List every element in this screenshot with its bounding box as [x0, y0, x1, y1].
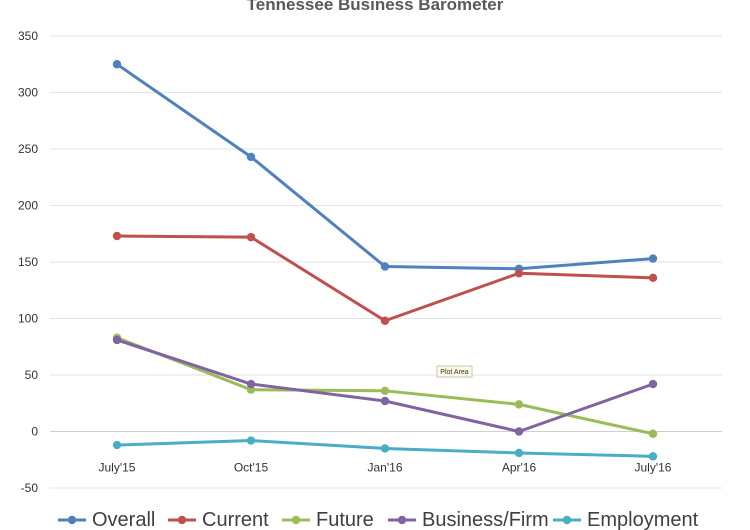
series-line — [115, 338, 655, 433]
data-point — [648, 273, 658, 283]
legend-swatch-marker — [177, 515, 187, 525]
series-lines — [112, 60, 658, 461]
legend-label: Overall — [92, 509, 155, 530]
legend[interactable]: Overall Current Future Business/Firm Employm… — [58, 509, 699, 530]
data-point — [380, 316, 390, 325]
legend-item[interactable]: Future — [282, 509, 374, 530]
y-tick-label: 350 — [18, 29, 38, 43]
legend-swatch-marker — [562, 515, 572, 525]
data-point — [514, 427, 524, 436]
series-line — [115, 234, 655, 323]
y-tick-label: 100 — [18, 312, 38, 326]
data-point — [112, 60, 122, 69]
data-point — [112, 335, 122, 345]
legend-label: Business/Firm — [422, 509, 549, 530]
y-tick-label: 0 — [31, 425, 38, 439]
legend-label: Employment — [587, 509, 699, 530]
legend-item[interactable]: Current — [168, 509, 269, 530]
y-tick-label: 300 — [18, 86, 38, 100]
data-point — [380, 262, 390, 271]
data-point — [246, 232, 256, 242]
data-point — [246, 152, 256, 162]
x-tick-label: July'15 — [99, 461, 136, 475]
series-future — [112, 333, 658, 438]
y-tick-label: -50 — [21, 481, 39, 495]
legend-swatch-marker — [67, 515, 77, 525]
x-tick-label: Apr'16 — [502, 461, 537, 475]
series-current — [112, 231, 658, 325]
x-axis-ticks: July'15 Oct'15 Jan'16 Apr'16 July'16 — [99, 461, 672, 475]
y-tick-label: 50 — [25, 368, 39, 382]
legend-item[interactable]: Business/Firm — [388, 509, 549, 530]
plot-area-tooltip: Plot Area — [436, 365, 473, 378]
data-point — [514, 269, 524, 278]
legend-swatch-marker — [397, 515, 407, 525]
series-line — [115, 336, 655, 436]
chart-title: Tennessee Business Barometer — [247, 0, 504, 14]
legend-label: Future — [316, 509, 374, 530]
plot-area-tooltip-text: Plot Area — [440, 369, 469, 376]
plot-area-tooltip-box — [436, 365, 473, 378]
legend-item[interactable]: Overall — [58, 509, 155, 530]
data-point — [246, 436, 256, 445]
legend-label: Current — [202, 509, 269, 530]
series-business-firm — [112, 335, 658, 436]
y-tick-label: 150 — [18, 255, 38, 269]
y-tick-label: 200 — [18, 199, 38, 213]
data-point — [246, 379, 256, 389]
data-point — [380, 444, 390, 453]
y-axis-ticks: 350 300 250 200 150 100 50 0 -50 — [18, 29, 38, 495]
data-point — [648, 452, 658, 461]
series-employment — [112, 436, 658, 461]
data-point — [648, 429, 658, 438]
series-overall — [112, 60, 658, 273]
data-point — [380, 386, 390, 396]
data-point — [380, 396, 390, 406]
data-point — [648, 254, 658, 263]
x-tick-label: Jan'16 — [368, 461, 403, 475]
data-point — [648, 379, 658, 389]
data-point — [112, 231, 122, 241]
y-tick-label: 250 — [18, 142, 38, 156]
x-tick-label: Oct'15 — [234, 461, 269, 475]
legend-swatch-marker — [291, 515, 301, 525]
x-tick-label: July'16 — [635, 461, 672, 475]
data-point — [112, 440, 122, 450]
data-point — [514, 448, 524, 458]
data-point — [514, 400, 524, 409]
legend-item[interactable]: Employment — [553, 509, 699, 530]
